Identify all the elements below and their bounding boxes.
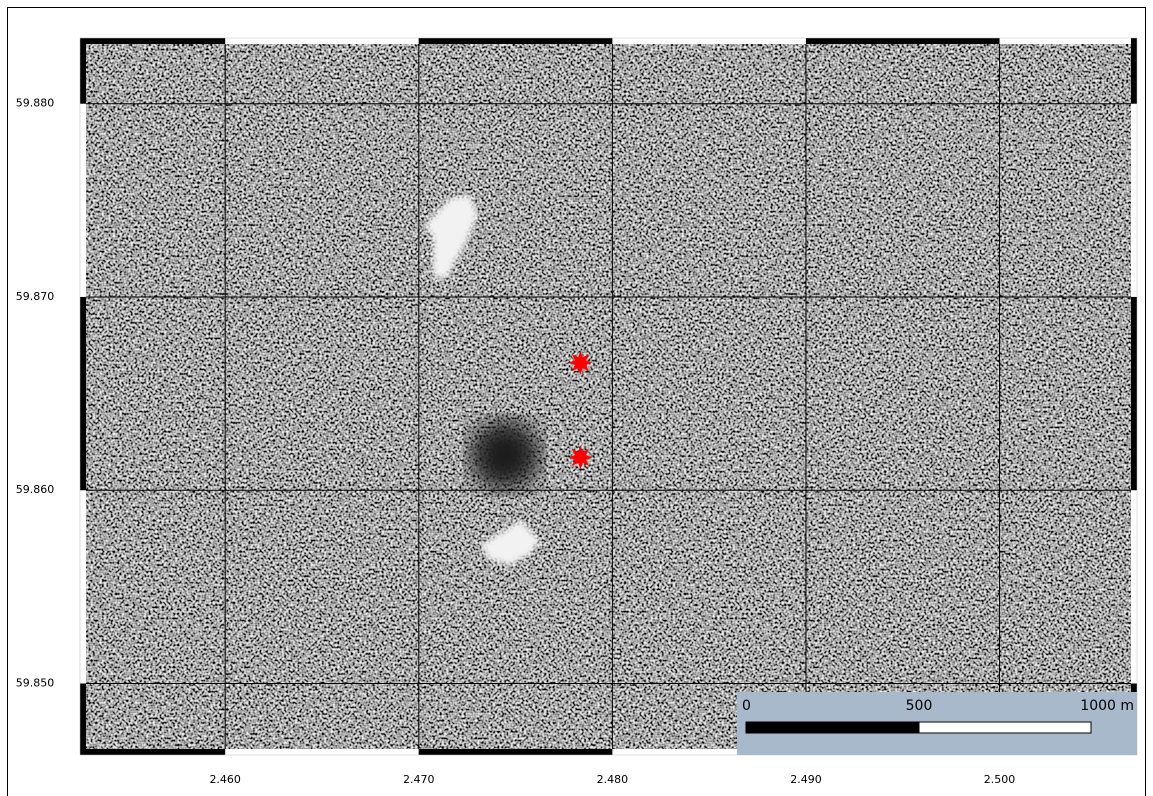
frame-segment <box>225 38 419 44</box>
imagery <box>80 38 1137 755</box>
frame-segment <box>1000 38 1137 44</box>
scale-bar-label: 1000 m <box>1080 698 1134 714</box>
marker <box>568 351 592 375</box>
x-tick-label: 2.480 <box>597 773 629 786</box>
frame-segment <box>1131 297 1137 490</box>
scale-bar-white <box>919 722 1091 733</box>
x-tick-label: 2.500 <box>984 773 1016 786</box>
y-tick-label: 59.860 <box>16 483 55 496</box>
scale-bar-label: 0 <box>742 698 751 714</box>
x-tick-label: 2.490 <box>790 773 822 786</box>
frame-segment <box>80 749 225 755</box>
y-tick-label: 59.850 <box>16 676 55 689</box>
frame-segment <box>806 38 1000 44</box>
frame-segment <box>80 297 86 490</box>
dark-patch <box>470 420 540 490</box>
scale-bar-label: 500 <box>906 698 933 714</box>
frame-segment <box>225 749 419 755</box>
marker <box>568 445 592 469</box>
frame-segment <box>80 490 86 683</box>
x-tick-label: 2.470 <box>403 773 435 786</box>
frame-segment <box>1131 104 1137 297</box>
frame-segment <box>80 683 86 755</box>
frame-segment <box>419 749 613 755</box>
map-page: 2.460 2.470 2.480 2.490 2.500 59.850 59.860 59.… <box>0 0 1153 796</box>
frame-segment <box>1131 490 1137 683</box>
y-tick-label: 59.870 <box>16 290 55 303</box>
sar-texture <box>80 38 1137 755</box>
frame-segment <box>80 38 225 44</box>
frame-segment <box>80 104 86 297</box>
frame-segment <box>612 38 806 44</box>
frame-segment <box>419 38 613 44</box>
y-tick-label: 59.880 <box>16 97 55 110</box>
scale-bar-black <box>746 722 919 733</box>
x-tick-label: 2.460 <box>209 773 241 786</box>
frame-segment <box>1131 38 1137 104</box>
frame-segment <box>80 38 86 104</box>
